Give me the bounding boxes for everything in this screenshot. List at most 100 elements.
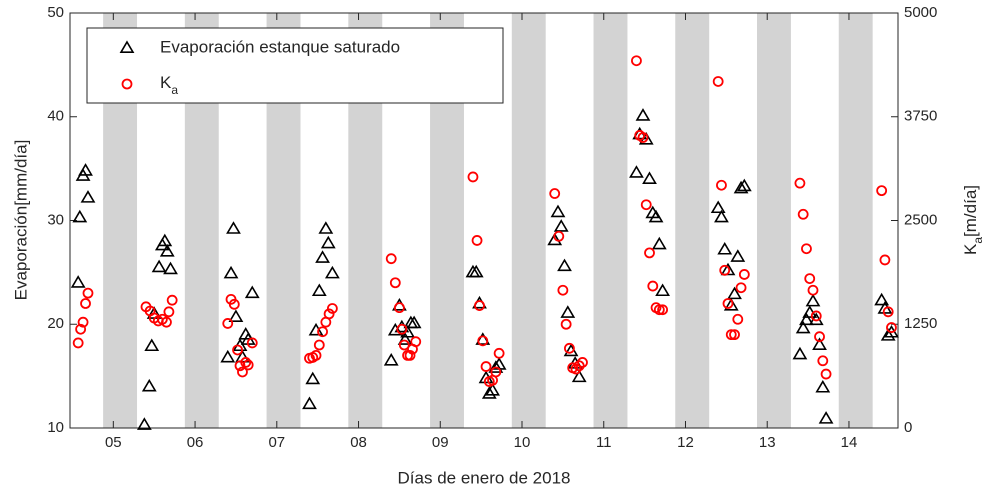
triangle-marker <box>560 305 576 318</box>
triangle-marker <box>805 293 821 307</box>
triangle-marker <box>635 108 651 121</box>
circle-marker <box>560 318 572 330</box>
circle-marker <box>886 322 897 333</box>
circle-marker <box>653 304 665 316</box>
triangle-marker <box>553 219 569 232</box>
triangle-marker <box>406 315 422 329</box>
triangle-marker <box>475 332 491 345</box>
circle-marker <box>72 337 84 349</box>
legend-label: Evaporación estanque saturado <box>160 37 400 56</box>
circle-marker <box>222 318 234 329</box>
circle-marker <box>385 253 397 265</box>
x-tick-label: 10 <box>514 434 531 451</box>
y-tick-label: 10 <box>47 419 64 436</box>
triangle-marker <box>488 360 504 373</box>
triangle-marker <box>400 324 415 338</box>
triangle-marker <box>733 180 749 194</box>
circle-marker <box>471 235 483 246</box>
circle-marker <box>323 308 335 320</box>
triangle-marker <box>383 352 399 366</box>
circle-marker <box>394 302 405 314</box>
triangle-marker <box>159 244 175 257</box>
circle-marker <box>404 349 416 361</box>
circle-marker <box>719 264 731 276</box>
triangle-marker <box>655 283 670 297</box>
circle-marker <box>493 347 505 359</box>
circle-marker <box>398 339 410 351</box>
circle-marker <box>549 188 561 199</box>
circle-marker <box>876 185 888 197</box>
y-tick-label: 20 <box>47 315 64 332</box>
circle-marker <box>570 363 582 375</box>
circle-marker <box>232 344 243 356</box>
triangle-marker <box>571 369 587 383</box>
circle-marker <box>657 304 668 316</box>
circle-marker <box>573 360 585 372</box>
circle-marker <box>410 336 422 348</box>
triangle-marker <box>723 297 739 311</box>
triangle-marker <box>119 40 135 53</box>
circle-marker <box>240 357 252 368</box>
circle-marker <box>640 199 652 211</box>
triangle-marker <box>136 417 152 430</box>
circle-marker <box>474 300 485 311</box>
triangle-marker <box>226 221 241 234</box>
triangle-marker <box>874 292 890 306</box>
circle-marker <box>725 329 737 341</box>
legend-box <box>86 27 504 104</box>
triangle-marker <box>727 286 742 300</box>
circle-marker <box>712 76 724 87</box>
circle-marker <box>801 243 812 255</box>
circle-marker <box>577 357 588 368</box>
circle-marker <box>310 349 322 361</box>
legend-label: Ka <box>160 73 178 97</box>
circle-marker <box>166 294 178 306</box>
triangle-marker <box>151 259 167 273</box>
triangle-marker <box>228 309 244 322</box>
circle-marker <box>389 277 401 289</box>
circle-marker <box>77 316 89 328</box>
x-tick-label: 05 <box>105 434 122 451</box>
triangle-marker <box>481 386 497 399</box>
triangle-marker <box>799 312 814 326</box>
circle-marker <box>490 366 502 378</box>
circle-marker <box>480 361 492 372</box>
circle-marker <box>228 298 240 310</box>
triangle-marker <box>163 261 178 275</box>
circle-marker <box>467 171 479 183</box>
y2-tick-label: 5000 <box>904 4 937 21</box>
circle-marker <box>75 323 87 335</box>
triangle-marker <box>795 320 811 334</box>
circle-marker <box>820 368 832 380</box>
triangle-marker <box>302 396 317 410</box>
circle-marker <box>121 78 133 90</box>
circle-marker <box>564 342 575 354</box>
y2-tick-label: 1250 <box>904 315 937 332</box>
triangle-marker <box>220 349 236 363</box>
triangle-marker <box>72 209 88 223</box>
x-tick-label: 11 <box>596 434 612 451</box>
y2-tick-label: 0 <box>904 419 912 436</box>
triangle-marker <box>157 233 173 247</box>
circle-marker <box>738 269 750 280</box>
triangle-marker <box>642 171 657 184</box>
triangle-marker <box>792 346 808 360</box>
triangle-marker <box>550 204 566 218</box>
y-axis-label: Evaporación[mm/día] <box>11 140 30 301</box>
circle-marker <box>80 298 91 309</box>
circle-marker <box>814 331 825 343</box>
circle-marker <box>163 306 175 318</box>
triangle-marker <box>397 332 413 345</box>
y2-axis-label: Ka[m/día] <box>961 185 985 255</box>
triangle-marker <box>144 338 160 352</box>
x-tick-label: 08 <box>350 434 367 451</box>
circle-marker <box>313 339 325 351</box>
x-tick-label: 06 <box>187 434 204 451</box>
circle-marker <box>553 230 565 242</box>
circle-marker <box>716 179 727 191</box>
circle-marker <box>794 177 806 189</box>
triangle-marker <box>305 371 321 385</box>
circle-marker <box>804 273 816 285</box>
triangle-marker <box>78 163 93 176</box>
circle-marker <box>807 284 819 296</box>
